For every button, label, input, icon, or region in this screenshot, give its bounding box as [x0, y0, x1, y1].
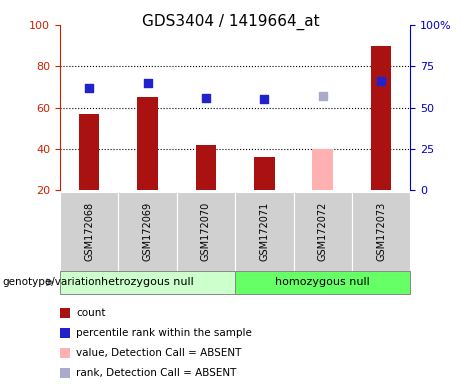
Text: GSM172069: GSM172069 — [142, 202, 153, 261]
Text: hetrozygous null: hetrozygous null — [101, 277, 194, 287]
Text: GSM172073: GSM172073 — [376, 202, 386, 261]
Text: GSM172072: GSM172072 — [318, 202, 328, 261]
Text: count: count — [76, 308, 106, 318]
Text: GSM172071: GSM172071 — [259, 202, 269, 261]
Text: genotype/variation: genotype/variation — [2, 277, 101, 287]
Point — [202, 94, 210, 101]
Text: GSM172070: GSM172070 — [201, 202, 211, 261]
Point — [378, 78, 385, 84]
Point — [144, 79, 151, 86]
Text: rank, Detection Call = ABSENT: rank, Detection Call = ABSENT — [76, 368, 236, 378]
Text: homozygous null: homozygous null — [275, 277, 370, 287]
Bar — [371, 46, 391, 190]
Point — [260, 96, 268, 103]
Text: GDS3404 / 1419664_at: GDS3404 / 1419664_at — [142, 13, 319, 30]
Point — [319, 93, 326, 99]
Bar — [137, 97, 158, 190]
Bar — [79, 114, 100, 190]
Text: percentile rank within the sample: percentile rank within the sample — [76, 328, 252, 338]
Bar — [195, 145, 216, 190]
Bar — [313, 149, 333, 190]
Point — [85, 84, 93, 91]
Text: value, Detection Call = ABSENT: value, Detection Call = ABSENT — [76, 348, 242, 358]
Bar — [254, 157, 275, 190]
Text: GSM172068: GSM172068 — [84, 202, 94, 261]
